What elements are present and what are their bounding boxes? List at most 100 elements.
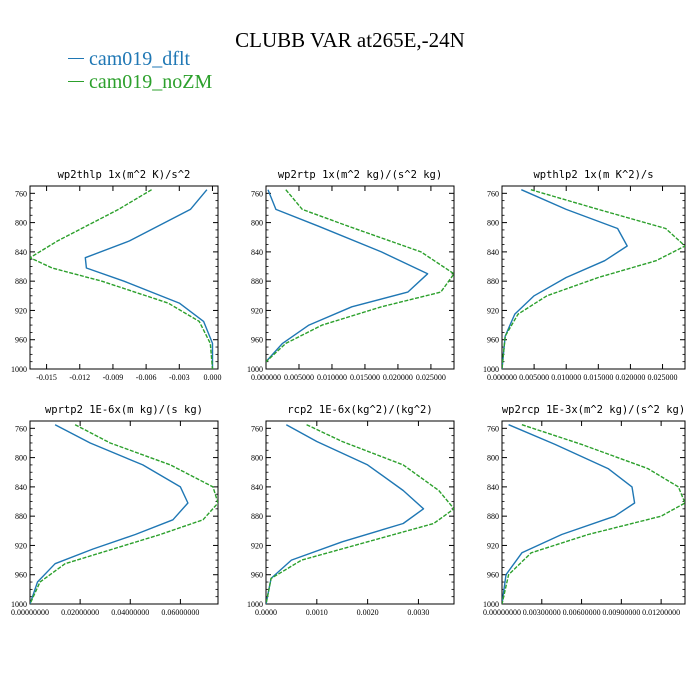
y-tick-label: 920 [251,306,263,315]
series-line-dflt [266,189,429,363]
x-tick-label: 0.0030 [407,608,429,617]
x-tick-label: 0.00300000 [523,608,561,617]
x-tick-label: 0.025000 [416,373,446,382]
x-tick-label: 0.06000000 [161,608,199,617]
x-tick-label: 0.00000000 [483,608,521,617]
legend-label-dflt: cam019_dflt [89,48,191,70]
x-tick-label: 0.010000 [551,373,581,382]
y-tick-label: 840 [487,248,499,257]
x-tick-label: -0.012 [69,373,90,382]
y-tick-label: 800 [487,219,499,228]
y-tick-label: 760 [15,189,27,198]
y-tick-label: 760 [251,424,263,433]
x-tick-label: 0.00600000 [563,608,601,617]
x-tick-label: 0.04000000 [111,608,149,617]
x-tick-label: 0.0020 [357,608,379,617]
legend-swatch-nozm [68,80,84,82]
y-tick-label: 920 [15,306,27,315]
panel-frame [29,420,219,605]
y-tick-label: 960 [251,336,263,345]
y-tick-label: 1000 [483,600,499,609]
y-tick-label: 1000 [483,365,499,374]
x-tick-label: -0.003 [169,373,190,382]
series-line-dflt [266,424,425,604]
y-tick-label: 920 [15,541,27,550]
y-tick-label: 960 [251,571,263,580]
y-tick-label: 840 [15,248,27,257]
x-tick-label: -0.006 [136,373,157,382]
panel-title: wprtp2 1E-6x(m kg)/(s kg) [45,404,203,416]
x-tick-label: 0.01200000 [642,608,680,617]
y-tick-label: 840 [251,483,263,492]
panel-title: wp2rtp 1x(m^2 kg)/(s^2 kg) [278,169,442,181]
panel-frame [501,420,686,605]
y-tick-label: 880 [487,277,499,286]
panel-frame [501,185,686,370]
panel-1: wp2thlp 1x(m^2 K)/s^2 760 800 840 880 920 960 1… [11,169,221,382]
panel-4: wprtp2 1E-6x(m kg)/(s kg) 760 800 840 880 920… [11,404,219,617]
y-tick-label: 1000 [11,365,27,374]
y-tick-label: 880 [15,277,27,286]
legend-swatch-dflt [68,57,84,59]
series-line-dflt [30,424,189,604]
x-tick-label: 0.00900000 [602,608,640,617]
panel-3: wpthlp2 1x(m K^2)/s 760 800 840 880 920 960 100… [483,169,686,382]
panel-2: wp2rtp 1x(m^2 kg)/(s^2 kg) 760 800 840 880 92… [247,169,455,382]
x-tick-label: 0.025000 [648,373,678,382]
series-line-nozm [502,424,685,604]
legend-label-nozm: cam019_noZM [89,71,213,93]
series-line-dflt [502,424,636,604]
x-tick-label: 0.000 [203,373,221,382]
x-tick-label: 0.020000 [615,373,645,382]
x-tick-label: 0.015000 [350,373,380,382]
y-tick-label: 840 [251,248,263,257]
y-tick-label: 800 [251,454,263,463]
x-tick-label: 0.000000 [487,373,517,382]
y-tick-label: 760 [251,189,263,198]
y-tick-label: 960 [15,336,27,345]
x-tick-label: 0.00000000 [11,608,49,617]
series-line-nozm [502,189,685,369]
y-tick-label: 920 [251,541,263,550]
y-tick-label: 920 [487,306,499,315]
series-line-nozm [266,424,454,604]
y-tick-label: 960 [15,571,27,580]
legend-item-nozm: cam019_noZM [68,71,212,94]
x-tick-label: 0.005000 [519,373,549,382]
panel-frame [29,185,219,370]
y-tick-label: 840 [487,483,499,492]
panel-title: wpthlp2 1x(m K^2)/s [533,169,653,181]
panel-6: wp2rcp 1E-3x(m^2 kg)/(s^2 kg)760 800 840 88… [483,404,686,617]
panel-5: rcp2 1E-6x(kg^2)/(kg^2) 760 800 840 880 920 96… [247,404,455,617]
y-tick-label: 800 [251,219,263,228]
y-tick-label: 880 [15,512,27,521]
x-tick-label: 0.0010 [306,608,328,617]
x-tick-label: -0.009 [103,373,124,382]
y-tick-label: 760 [487,424,499,433]
x-tick-label: 0.000000 [251,373,281,382]
series-line-dflt [502,189,628,369]
y-tick-label: 920 [487,541,499,550]
y-tick-label: 880 [251,277,263,286]
panel-frame [265,185,455,370]
y-tick-label: 1000 [247,365,263,374]
y-tick-label: 800 [15,219,27,228]
series-line-nozm [30,424,218,604]
y-tick-label: 1000 [11,600,27,609]
y-tick-label: 880 [251,512,263,521]
x-tick-label: 0.0000 [255,608,277,617]
panel-title: wp2rcp 1E-3x(m^2 kg)/(s^2 kg) [502,404,685,416]
figure-title: CLUBB VAR at265E,-24N [235,28,465,52]
series-line-dflt [84,189,214,369]
x-tick-label: -0.015 [36,373,57,382]
y-tick-label: 1000 [247,600,263,609]
x-tick-label: 0.02000000 [61,608,99,617]
y-tick-label: 960 [487,571,499,580]
x-tick-label: 0.010000 [317,373,347,382]
y-tick-label: 800 [487,454,499,463]
series-line-nozm [30,189,214,369]
x-tick-label: 0.020000 [383,373,413,382]
x-tick-label: 0.015000 [583,373,613,382]
y-tick-label: 800 [15,454,27,463]
